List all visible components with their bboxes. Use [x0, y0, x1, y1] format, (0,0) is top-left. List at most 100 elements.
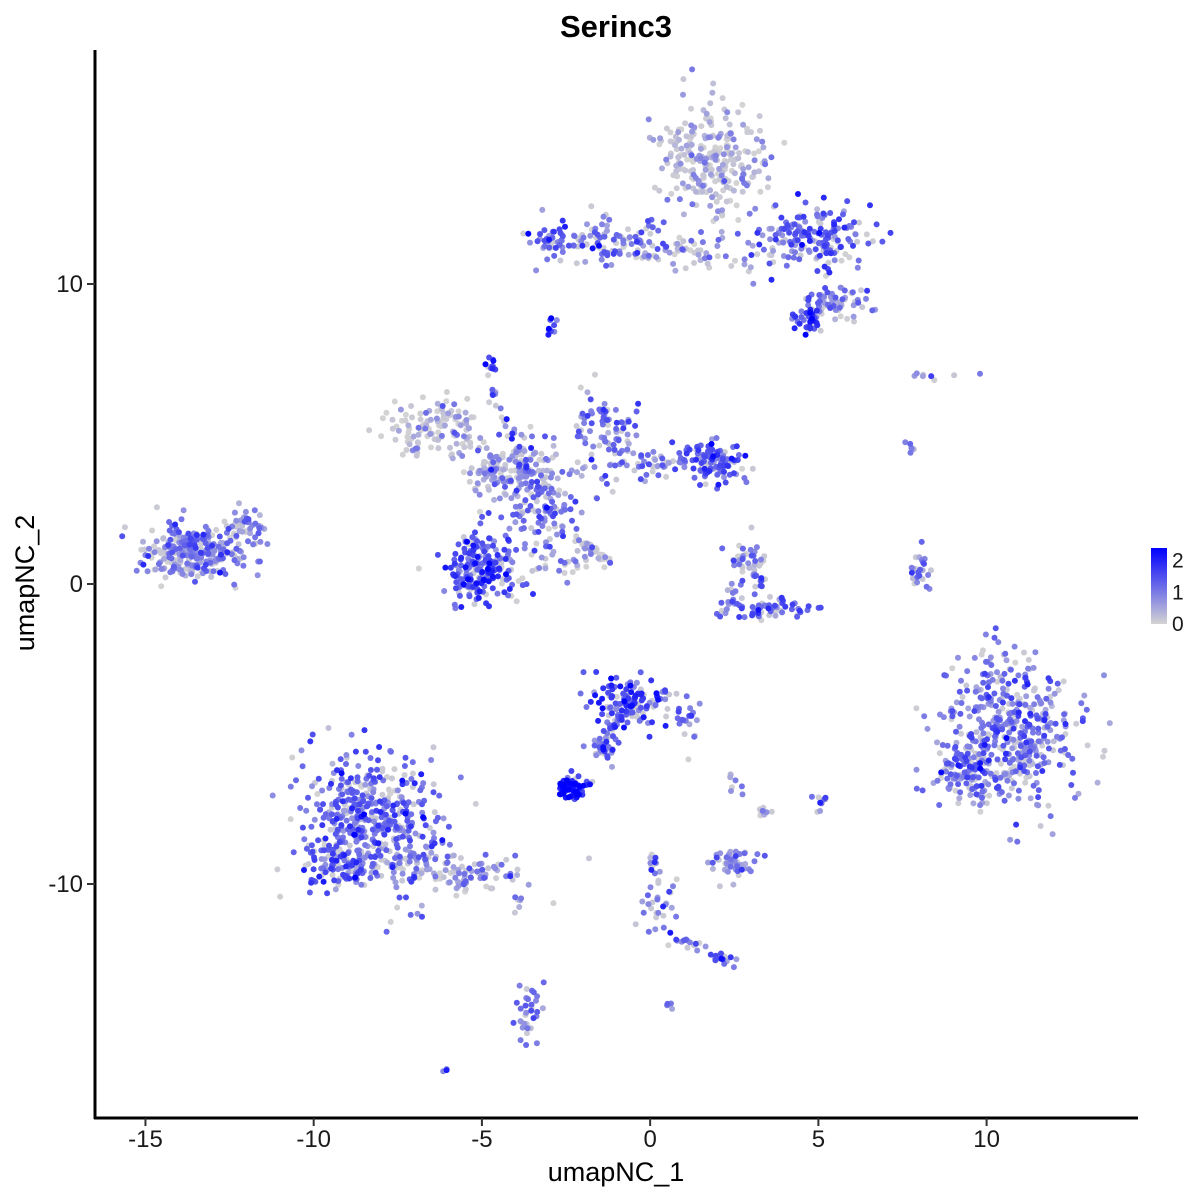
cell-point [410, 433, 417, 440]
x-tick-label: 5 [812, 1126, 825, 1153]
cell-point [522, 1002, 529, 1009]
cell-point [193, 532, 200, 538]
cell-point [439, 403, 446, 409]
cell-point [359, 792, 366, 799]
cell-point [697, 482, 703, 488]
cell-point [439, 837, 446, 844]
cell-point [517, 1037, 524, 1044]
cell-point [802, 218, 809, 225]
cell-point [1031, 686, 1038, 693]
cell-point [337, 756, 344, 763]
cell-point [530, 1015, 537, 1022]
cell-point [624, 431, 631, 438]
cell-point [685, 183, 692, 190]
cell-point [739, 176, 746, 182]
cell-point [409, 759, 416, 766]
cell-point [358, 866, 364, 873]
cell-point [207, 559, 214, 566]
cell-point [749, 465, 756, 472]
cell-point [1044, 723, 1051, 730]
cell-point [621, 698, 628, 705]
cell-point [391, 398, 398, 405]
cell-point [645, 461, 652, 468]
cell-point [187, 535, 194, 542]
cell-point [588, 203, 595, 210]
cell-point [664, 196, 671, 203]
cell-point [1060, 678, 1067, 685]
cell-point [306, 889, 313, 896]
cell-point [745, 560, 752, 567]
cell-point [659, 462, 666, 469]
cell-point [1056, 761, 1063, 768]
cell-point [625, 440, 632, 447]
cell-point [317, 806, 324, 813]
cell-point [710, 80, 717, 87]
cell-point [1011, 677, 1018, 684]
cell-point [625, 251, 632, 258]
cell-point [941, 672, 948, 679]
cell-point [516, 904, 523, 910]
cell-point [1065, 752, 1072, 758]
cell-point [402, 810, 409, 817]
cell-point [651, 859, 658, 866]
cell-point [233, 517, 240, 524]
cell-point [527, 456, 534, 463]
cell-point [498, 560, 505, 567]
cell-point [423, 409, 429, 416]
cell-point [916, 572, 923, 579]
cell-point [520, 525, 527, 532]
cell-point [967, 792, 974, 798]
cell-point [423, 866, 430, 873]
cell-point [463, 417, 470, 423]
cell-point [688, 237, 695, 244]
cell-point [732, 853, 739, 860]
cell-point [831, 257, 838, 264]
cell-point [391, 812, 398, 819]
cell-point [632, 422, 639, 429]
cell-point [176, 545, 183, 552]
cell-point [430, 789, 437, 796]
cell-point [746, 564, 753, 571]
cell-point [956, 795, 963, 802]
cell-point [194, 573, 201, 580]
cell-point [158, 583, 165, 590]
x-tick-label: -10 [296, 1126, 331, 1153]
colorbar-tick-label: 0 [1172, 613, 1184, 636]
cell-point [308, 823, 315, 830]
cell-point [394, 904, 401, 911]
cell-point [624, 446, 631, 453]
cell-point [600, 746, 607, 753]
cell-point [675, 129, 682, 136]
cell-point [372, 854, 379, 860]
cell-point [506, 525, 513, 532]
cell-point [441, 588, 448, 594]
cell-point [1004, 777, 1011, 784]
cell-point [530, 494, 537, 501]
cell-point [559, 249, 566, 255]
cell-point [430, 744, 437, 751]
cell-point [728, 150, 735, 157]
cell-point [362, 842, 369, 848]
cell-point [524, 1030, 530, 1037]
cell-point [328, 865, 335, 872]
cell-point [620, 237, 627, 244]
cell-point [311, 857, 318, 863]
cell-point [361, 811, 368, 818]
cell-point [210, 568, 217, 575]
cell-point [674, 240, 681, 247]
cell-point [486, 603, 492, 610]
cell-point [1008, 695, 1015, 702]
cell-point [444, 859, 451, 866]
cell-point [488, 466, 495, 473]
cell-point [617, 683, 624, 690]
cell-point [378, 433, 385, 440]
cell-point [727, 863, 734, 870]
cell-point [492, 402, 499, 409]
cell-point [251, 507, 258, 514]
cell-point [616, 250, 623, 257]
cell-point [808, 793, 815, 800]
cell-point [739, 188, 746, 195]
cell-point [450, 852, 457, 859]
cell-point [486, 535, 493, 542]
cell-point [832, 316, 839, 323]
